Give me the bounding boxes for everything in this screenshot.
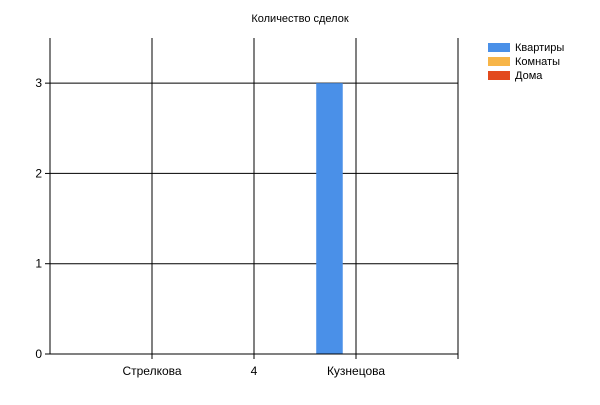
y-tick-label: 3	[35, 76, 42, 90]
x-tick-label: Стрелкова	[122, 364, 181, 378]
chart-title: Количество сделок	[251, 13, 348, 25]
y-tick-label: 2	[35, 166, 42, 180]
legend-label: Квартиры	[515, 42, 564, 54]
x-tick-label: 4	[251, 364, 258, 378]
legend-swatch	[488, 71, 510, 80]
legend: Квартиры Комнаты Дома	[488, 42, 564, 82]
legend-label: Дома	[515, 70, 543, 82]
legend-swatch	[488, 43, 510, 52]
legend-label: Комнаты	[515, 56, 560, 68]
y-tick-label: 0	[35, 347, 42, 361]
legend-swatch	[488, 57, 510, 66]
y-tick-label: 1	[35, 257, 42, 271]
plot-area: 0 1 2 3 Стрелкова 4 Кузнецова	[35, 38, 459, 378]
x-tick-label: Кузнецова	[327, 364, 385, 378]
bar-Квартиры	[316, 83, 343, 355]
